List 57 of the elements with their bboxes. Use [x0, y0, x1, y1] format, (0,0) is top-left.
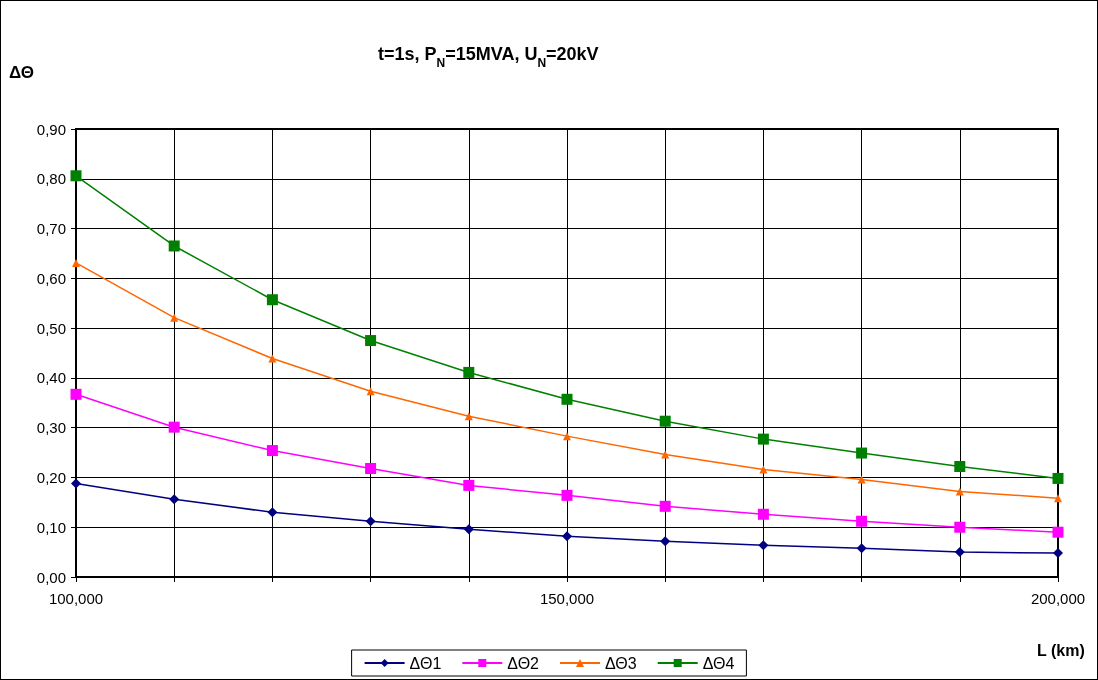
point	[463, 524, 474, 535]
legend-label: ΔΘ1	[409, 654, 442, 672]
x-tick-label: 100,000	[48, 590, 104, 607]
point	[70, 388, 82, 400]
point	[757, 433, 769, 445]
point	[1052, 472, 1064, 484]
point	[72, 258, 80, 267]
y-tick-label: 0,20	[36, 468, 66, 486]
x-tick-label: 200,000	[1030, 590, 1086, 607]
point	[365, 462, 377, 474]
point	[169, 494, 180, 505]
point	[659, 500, 671, 512]
legend-label: ΔΘ2	[507, 654, 540, 672]
point	[463, 366, 475, 378]
point	[561, 489, 573, 501]
point	[1053, 548, 1063, 559]
x-tick-label: 150,000	[539, 590, 595, 607]
point	[954, 460, 966, 472]
point	[563, 432, 571, 441]
point	[365, 335, 377, 347]
y-tick-label: 0,90	[36, 120, 66, 138]
point	[168, 421, 180, 433]
y-tick-label: 0,40	[36, 369, 66, 387]
legend-label: ΔΘ4	[702, 654, 735, 672]
y-tick-label: 0,10	[36, 518, 66, 536]
legend-label: ΔΘ3	[605, 654, 637, 672]
point	[267, 507, 278, 518]
y-tick-label: 0,70	[36, 220, 66, 238]
point	[856, 543, 867, 554]
point	[170, 313, 179, 322]
y-tick-label: 0,00	[36, 568, 66, 586]
point	[266, 294, 278, 306]
point	[463, 479, 475, 491]
y-tick-label: 0,80	[36, 170, 66, 188]
point	[71, 478, 81, 489]
y-tick-label: 0,30	[36, 419, 66, 437]
point	[661, 450, 670, 459]
point	[562, 531, 572, 542]
point	[954, 521, 966, 533]
point	[561, 393, 573, 405]
y-tick-label: 0,60	[36, 269, 66, 287]
point	[660, 536, 671, 547]
point	[266, 445, 278, 457]
point	[757, 508, 769, 520]
point	[168, 240, 180, 252]
point	[70, 170, 82, 182]
y-tick-label: 0,50	[36, 319, 66, 337]
point	[758, 540, 769, 551]
point	[856, 515, 868, 527]
point	[365, 516, 376, 527]
y-axis-title: ΔΘ	[9, 63, 34, 82]
point	[1052, 526, 1064, 538]
point	[659, 415, 671, 427]
x-axis-title: L (km)	[1037, 641, 1085, 659]
point	[856, 447, 868, 459]
point	[954, 547, 965, 558]
point	[1054, 494, 1062, 503]
